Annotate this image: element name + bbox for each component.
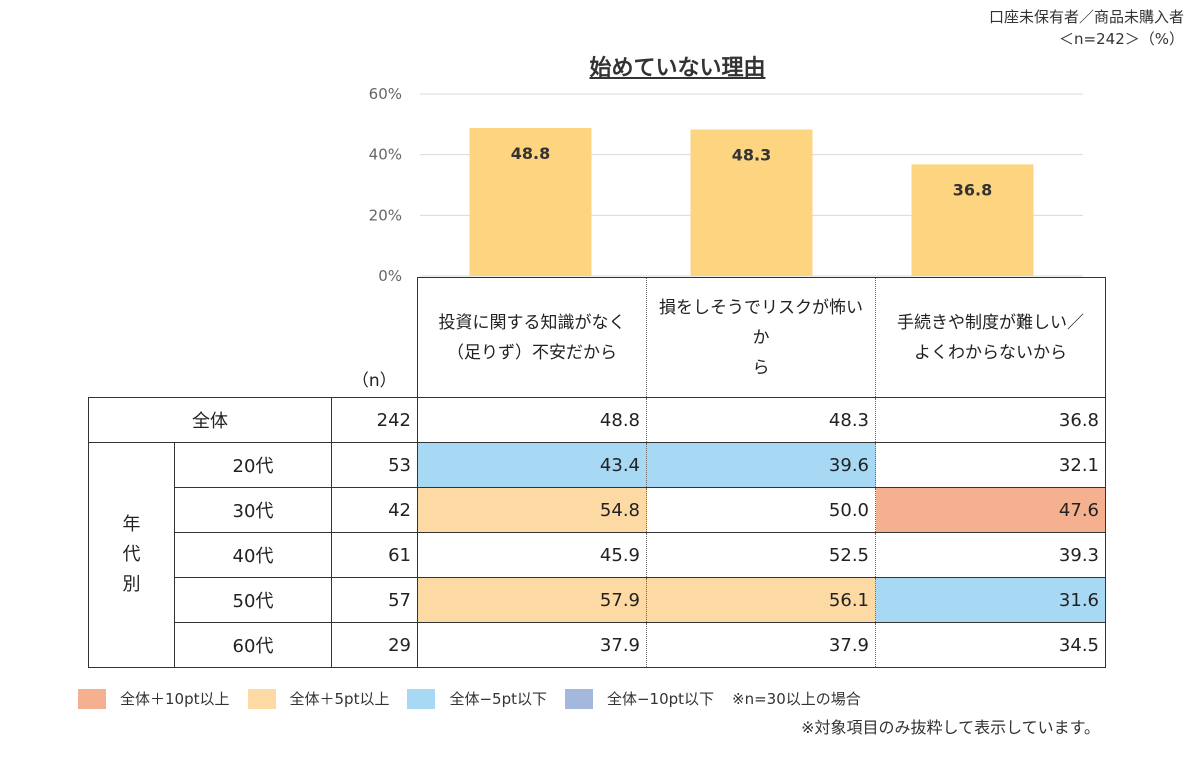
breakdown-table: （n） 投資に関する知識がなく （足りず）不安だから 損をしそうでリスクが怖いから手続… [88, 277, 1106, 668]
legend-label: 全体−10pt以下 [606, 690, 715, 708]
column-header-line: 投資に関する知識がなく [438, 312, 626, 333]
legend: 全体＋10pt以上 全体＋5pt以上 全体−5pt以下 全体−10pt以下 ※n=30以… [78, 688, 861, 709]
legend-swatch [564, 688, 593, 709]
n-column-header: （n） [351, 371, 397, 391]
bar [469, 127, 592, 277]
age-row-value: 39.6 [646, 442, 876, 488]
age-row-value: 50.0 [646, 487, 876, 533]
column-header-line: 手続きや制度が難しい／ [897, 312, 1084, 333]
age-row-value: 43.4 [417, 442, 647, 488]
age-row-value: 56.1 [646, 577, 876, 623]
bar [690, 129, 813, 276]
age-row-value: 37.9 [646, 622, 876, 668]
column-header: 損をしそうでリスクが怖いから [646, 277, 876, 398]
age-row-value: 34.5 [875, 622, 1106, 668]
y-tick-label: 20% [369, 206, 402, 224]
column-header: 手続きや制度が難しい／ よくわからないから [875, 277, 1106, 398]
legend-item: 全体＋5pt以上 [247, 688, 390, 709]
overall-value: 48.8 [417, 397, 647, 443]
legend-label: 全体＋5pt以上 [289, 690, 390, 708]
age-row-label: 60代 [174, 622, 332, 668]
age-row-n: 29 [331, 622, 418, 668]
age-group-label: 年代別 [88, 442, 175, 668]
age-group-label-char: 別 [122, 574, 141, 595]
age-row-value: 32.1 [875, 442, 1106, 488]
age-row-value: 45.9 [417, 532, 647, 578]
age-row-n: 42 [331, 487, 418, 533]
age-row-label: 30代 [174, 487, 332, 533]
sample-note-line2: ＜n=242＞（%） [1059, 30, 1184, 48]
sample-note-line1: 口座未保有者／商品未購入者 [988, 8, 1184, 26]
legend-note: ※n=30以上の場合 [732, 690, 861, 708]
sample-note: 口座未保有者／商品未購入者 ＜n=242＞（%） [989, 6, 1184, 50]
age-group-label-char: 代 [122, 544, 141, 565]
legend-label: 全体＋10pt以上 [120, 690, 230, 708]
age-row-value: 54.8 [417, 487, 647, 533]
overall-n: 242 [331, 397, 418, 443]
footnote: ※対象項目のみ抜粋して表示しています。 [801, 718, 1100, 737]
age-row-value: 37.9 [417, 622, 647, 668]
age-group-label-char: 年 [122, 514, 141, 535]
header-blank [89, 278, 332, 398]
age-row-value: 52.5 [646, 532, 876, 578]
age-row-value: 57.9 [417, 577, 647, 623]
y-tick-label: 0% [378, 267, 402, 285]
bar [911, 164, 1034, 276]
chart-title: 始めていない理由 [589, 56, 766, 81]
overall-value: 36.8 [875, 397, 1106, 443]
column-header-line: 損をしそうでリスクが怖いか [659, 297, 863, 348]
legend-item: 全体−10pt以下 [564, 688, 715, 709]
age-row-n: 57 [331, 577, 418, 623]
y-tick-label: 40% [369, 146, 402, 164]
column-header-line: （足りず）不安だから [447, 342, 617, 363]
age-row-value: 31.6 [875, 577, 1106, 623]
bar-value-label: 36.8 [953, 180, 992, 199]
overall-value: 48.3 [646, 397, 876, 443]
column-header: 投資に関する知識がなく （足りず）不安だから [417, 277, 647, 398]
bar-value-label: 48.3 [732, 145, 771, 164]
column-header-line: ら [752, 357, 770, 378]
age-row-value: 47.6 [875, 487, 1106, 533]
age-row-label: 50代 [174, 577, 332, 623]
y-tick-label: 60% [369, 85, 402, 103]
age-row-label: 20代 [174, 442, 332, 488]
overall-label: 全体 [88, 397, 332, 443]
age-row-value: 39.3 [875, 532, 1106, 578]
age-row-n: 53 [331, 442, 418, 488]
bar-value-label: 48.8 [511, 144, 550, 163]
legend-swatch [78, 688, 106, 709]
age-row-n: 61 [331, 532, 418, 578]
bar-chart: 0% 20% 40% 60% 48.8 48.3 36.8 [369, 85, 1083, 285]
legend-item: 全体−5pt以下 [407, 688, 547, 709]
legend-label: 全体−5pt以下 [449, 690, 547, 708]
age-row-label: 40代 [174, 532, 332, 578]
legend-swatch [407, 688, 436, 709]
legend-swatch [247, 688, 276, 709]
legend-item: 全体＋10pt以上 [78, 688, 230, 709]
column-header-line: よくわからないから [914, 342, 1067, 363]
